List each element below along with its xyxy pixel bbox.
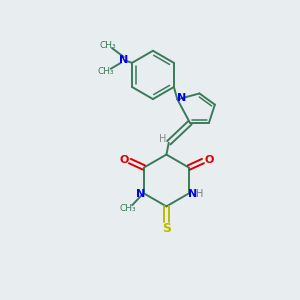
- Text: H: H: [196, 189, 204, 199]
- Text: S: S: [162, 222, 171, 235]
- Text: CH₃: CH₃: [119, 204, 136, 213]
- Text: N: N: [119, 56, 128, 65]
- Text: N: N: [188, 189, 197, 199]
- Text: N: N: [177, 93, 186, 103]
- Text: CH₃: CH₃: [99, 41, 116, 50]
- Text: O: O: [119, 154, 129, 165]
- Text: O: O: [204, 154, 214, 165]
- Text: CH₃: CH₃: [97, 67, 114, 76]
- Text: N: N: [136, 189, 145, 199]
- Text: H: H: [159, 134, 166, 144]
